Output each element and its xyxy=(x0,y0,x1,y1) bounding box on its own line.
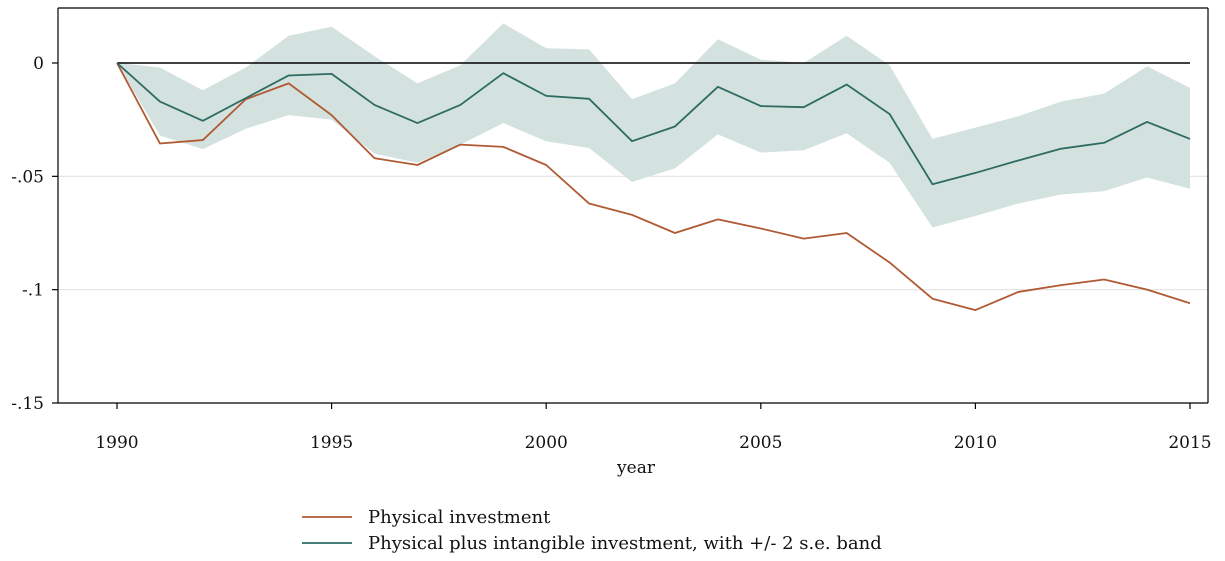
legend-label: Physical plus intangible investment, wit… xyxy=(368,533,882,554)
y-tick-label: 0 xyxy=(33,54,44,74)
x-axis-title: year xyxy=(616,458,656,478)
series-line-physical-plus-intangible xyxy=(116,62,1191,186)
x-tick-label: 1995 xyxy=(310,433,353,453)
x-tick-label: 1990 xyxy=(95,433,138,453)
y-tick-label: -.1 xyxy=(22,281,44,301)
x-tick-label: 2000 xyxy=(525,433,568,453)
y-tick-label: -.15 xyxy=(11,394,44,414)
x-tick-label: 2005 xyxy=(739,433,782,453)
y-tick-label: -.05 xyxy=(11,167,44,187)
legend-label: Physical investment xyxy=(368,507,551,528)
x-tick-label: 2010 xyxy=(954,433,997,453)
series-line-physical xyxy=(116,62,1191,311)
series-lines xyxy=(116,62,1191,311)
axes: 0 -.05 -.1 -.15 1990 1995 2000 2005 2010 2015 xyxy=(11,7,1212,453)
confidence-band-layer xyxy=(117,23,1190,228)
x-tick-label: 2015 xyxy=(1168,433,1211,453)
confidence-band xyxy=(117,23,1190,228)
legend: Physical investment Physical plus intangi… xyxy=(302,507,882,554)
